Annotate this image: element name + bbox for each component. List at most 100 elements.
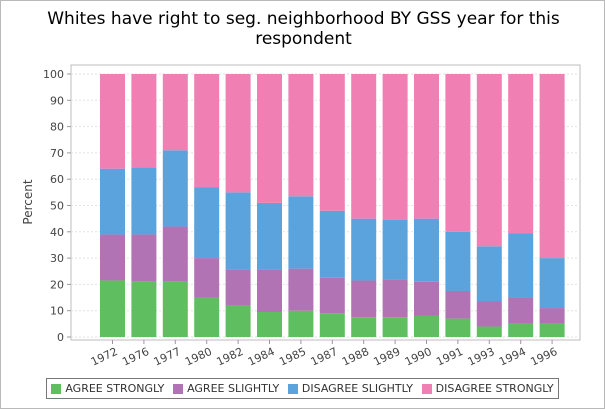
bar-segment	[194, 297, 220, 337]
bar-segment	[382, 219, 408, 280]
bar-segment	[288, 74, 314, 197]
bar-segment	[131, 74, 157, 168]
x-tick-label: 1987	[309, 345, 340, 369]
bar-segment	[508, 297, 534, 324]
y-tick-label: 0	[57, 331, 64, 344]
bar-segment	[257, 269, 282, 313]
legend-swatch	[421, 383, 432, 394]
chart-title: Whites have right to seg. neighborhood B…	[1, 9, 605, 49]
bar-segment	[351, 74, 377, 219]
bar-segment	[351, 218, 377, 281]
x-tick-label: 1984	[246, 345, 277, 369]
bar-segment	[257, 312, 282, 337]
bar-segment	[162, 74, 188, 151]
x-tick-label: 1989	[371, 345, 402, 369]
bar-segment	[414, 315, 439, 337]
y-tick-label: 60	[50, 173, 64, 186]
legend-item: DISAGREE SLIGHTLY	[287, 382, 413, 395]
legend-label: AGREE SLIGHTLY	[187, 382, 280, 395]
y-tick-label: 30	[50, 252, 64, 265]
x-tick-label: 1980	[183, 345, 214, 369]
bar-segment	[508, 323, 534, 337]
bar-segment	[476, 246, 502, 302]
x-tick-label: 1972	[89, 345, 120, 369]
bar-segment	[508, 74, 534, 234]
x-tick-label: 1982	[214, 345, 245, 369]
bar-segment	[539, 258, 565, 309]
x-tick-label: 1977	[152, 345, 183, 369]
bar-segment	[225, 269, 251, 306]
bar-segment	[319, 277, 345, 314]
bar-segment	[194, 74, 220, 188]
bar-segment	[288, 268, 314, 311]
bar-segment	[131, 234, 157, 282]
bar-segment	[100, 234, 125, 281]
legend-swatch	[287, 383, 298, 394]
bar-segment	[382, 317, 408, 337]
bar-segment	[476, 326, 502, 337]
x-tick-label: 1990	[403, 345, 434, 369]
legend-swatch	[173, 383, 184, 394]
legend-item: AGREE STRONGLY	[51, 382, 164, 395]
bar-segment	[351, 317, 377, 337]
y-tick-label: 40	[50, 226, 64, 239]
bar-segment	[476, 301, 502, 327]
bar-segment	[131, 167, 157, 235]
bar-segment	[225, 74, 251, 193]
bar-segment	[445, 74, 471, 232]
x-tick-label: 1991	[434, 345, 465, 369]
legend-item: AGREE SLIGHTLY	[173, 382, 279, 395]
bar-segment	[100, 280, 125, 337]
bar-segment	[414, 281, 439, 316]
y-tick-label: 10	[50, 305, 64, 318]
bar-segment	[162, 281, 188, 337]
bar-segment	[539, 308, 565, 324]
bar-segment	[100, 74, 125, 169]
bar-segment	[382, 74, 408, 220]
x-tick-label: 1985	[277, 345, 308, 369]
bar-segment	[382, 279, 408, 318]
bar-segment	[257, 74, 282, 203]
bar-segment	[319, 313, 345, 337]
bar-segment	[225, 192, 251, 270]
bar-segment	[257, 202, 282, 270]
bar-segment	[414, 74, 439, 219]
bar-segment	[162, 226, 188, 282]
bar-segment	[445, 318, 471, 337]
y-tick-label: 70	[50, 147, 64, 160]
y-axis-label: Percent	[21, 179, 35, 224]
bar-segment	[288, 310, 314, 337]
bar-segment	[476, 74, 502, 247]
bar-segment	[100, 168, 125, 235]
x-tick-label: 1976	[120, 345, 151, 369]
legend-label: AGREE STRONGLY	[65, 382, 165, 395]
bar-segment	[162, 150, 188, 227]
bars	[100, 74, 565, 337]
bar-segment	[131, 281, 157, 337]
legend-label: DISAGREE STRONGLY	[435, 382, 554, 395]
bar-segment	[351, 280, 377, 318]
legend-item: DISAGREE STRONGLY	[421, 382, 554, 395]
bar-segment	[508, 233, 534, 298]
x-tick-label: 1994	[497, 345, 528, 369]
legend: AGREE STRONGLY AGREE SLIGHTLY DISAGREE SLI…	[46, 378, 559, 399]
x-tick-label: 1993	[466, 345, 497, 369]
chart-title-line-2: respondent	[255, 29, 352, 49]
y-axis-ticks: 0 10 20 30 40 50 60 70 80 90 100	[43, 68, 71, 344]
bar-segment	[539, 74, 565, 259]
bar-segment	[445, 231, 471, 291]
legend-label: DISAGREE SLIGHTLY	[301, 382, 413, 395]
chart-title-line-1: Whites have right to seg. neighborhood B…	[47, 9, 560, 29]
bar-segment	[445, 290, 471, 319]
legend-swatch	[51, 383, 62, 394]
bar-segment	[225, 305, 251, 337]
bar-segment	[539, 323, 565, 337]
y-tick-label: 50	[50, 200, 64, 213]
x-tick-label: 1988	[340, 345, 371, 369]
bar-segment	[194, 258, 220, 298]
bar-segment	[288, 196, 314, 269]
x-axis-ticks: 1972 1976 1977 1980 1982 1984 1985 1987 1988 1989…	[89, 340, 559, 369]
bar-segment	[414, 218, 439, 282]
